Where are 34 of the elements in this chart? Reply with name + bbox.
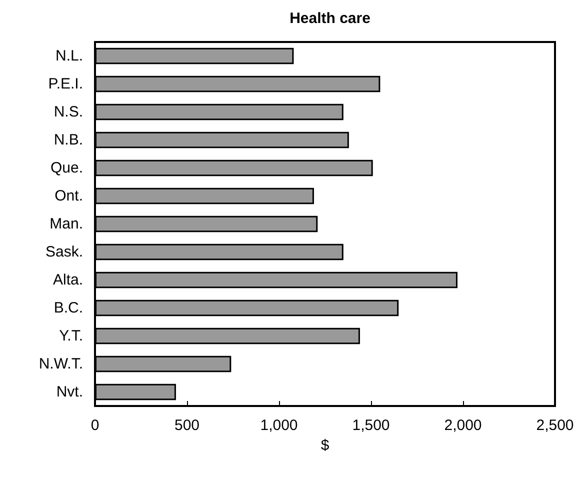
y-tick-label: Y.T. [59,328,83,344]
y-tick-label: N.S. [54,104,83,120]
bar [95,160,373,176]
x-tick-label: 2,000 [444,417,482,434]
bar [95,244,344,260]
y-tick-label: Nvt. [56,384,83,400]
bar [95,328,360,344]
bar [95,132,349,148]
x-tick-label: 0 [90,417,100,434]
y-tick-label: P.E.I. [48,76,83,92]
x-tick-label: 2,500 [536,417,574,434]
x-axis-title: $ [320,436,330,454]
y-tick-label: N.L. [55,48,83,64]
y-tick-label: Que. [50,160,83,176]
bar [95,104,344,120]
bar [95,356,232,372]
chart-title: Health care [290,10,370,27]
y-tick-label: N.W.T. [38,356,83,372]
bar [95,216,318,232]
bar [95,76,380,92]
bar [95,188,314,204]
y-tick-label: Man. [50,216,83,232]
x-tick-label: 500 [174,417,200,434]
y-tick-label: Sask. [45,244,83,260]
y-tick-label: N.B. [54,132,83,148]
bar [95,384,176,400]
bar [95,48,294,64]
x-tick-label: 1,000 [260,417,298,434]
y-tick-label: Alta. [52,272,83,288]
x-tick-label: 1,500 [352,417,390,434]
bar [95,272,458,288]
y-tick-label: B.C. [54,300,83,316]
y-tick-label: Ont. [54,188,83,204]
bar [95,300,399,316]
